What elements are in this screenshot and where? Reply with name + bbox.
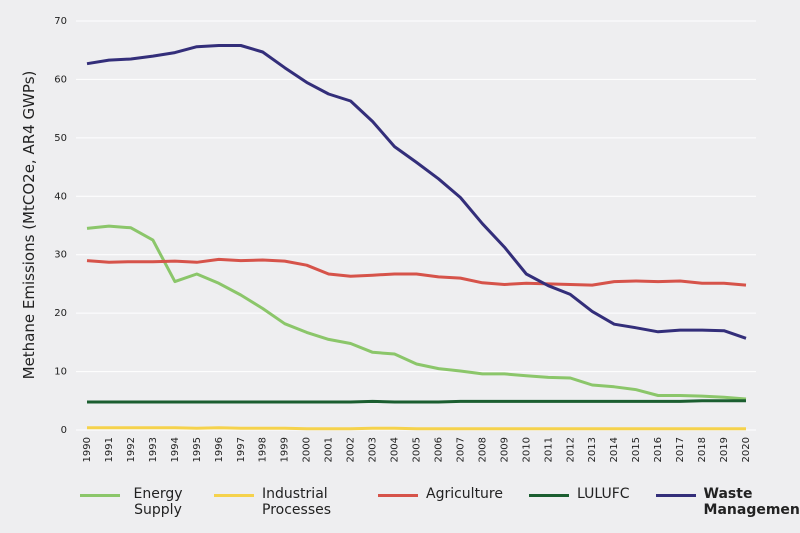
- series-line: [87, 426, 746, 431]
- x-tick-label: 2018: [697, 437, 708, 462]
- y-tick-label: 40: [54, 191, 67, 202]
- legend-swatch: [529, 494, 569, 497]
- x-tick-label: 1995: [192, 437, 203, 462]
- x-tick-label: 1996: [214, 437, 225, 462]
- x-tick-label: 2004: [390, 437, 401, 462]
- x-tick-label: 2016: [653, 437, 664, 462]
- legend-swatch: [214, 494, 254, 497]
- y-tick-label: 50: [54, 133, 67, 144]
- legend-item: Industrial Processes: [214, 486, 352, 518]
- x-tick-label: 1998: [258, 437, 269, 462]
- legend-label: Industrial Processes: [262, 486, 332, 518]
- legend-label: Energy Supply: [133, 486, 183, 518]
- legend-item: Energy Supply: [80, 486, 188, 518]
- x-tick-label: 2003: [368, 437, 379, 462]
- x-tick-label: 2015: [631, 437, 642, 462]
- x-tick-label: 2017: [675, 437, 686, 462]
- x-tick-label: 1994: [170, 437, 181, 462]
- legend-item: Agriculture: [378, 486, 503, 518]
- legend: Energy Supply Industrial Processes Agricul…: [80, 486, 800, 518]
- series-line: [86, 224, 747, 401]
- x-tick-label: 2001: [324, 437, 335, 462]
- x-tick-label: 2002: [346, 437, 357, 462]
- legend-label: LULUFC: [577, 486, 630, 502]
- y-tick-label: 0: [61, 425, 67, 436]
- y-tick-label: 30: [54, 250, 67, 261]
- legend-swatch: [80, 494, 120, 497]
- legend-item: Waste Management: [655, 486, 800, 518]
- x-tick-label: 1992: [126, 437, 137, 462]
- x-tick-label: 2009: [499, 437, 510, 462]
- x-tick-label: 1999: [280, 437, 291, 462]
- x-tick-label: 2006: [433, 437, 444, 462]
- series-line: [86, 257, 747, 287]
- chart: Methane Emissions (MtCO2e, AR4 GWPs) 0 10…: [20, 16, 756, 462]
- legend-label: Agriculture: [426, 486, 503, 502]
- x-tick-label: 1990: [82, 437, 93, 462]
- y-tick-label: 20: [54, 308, 67, 319]
- y-tick-label: 70: [54, 16, 67, 27]
- legend-swatch: [378, 494, 418, 497]
- y-tick-label: 60: [54, 74, 67, 85]
- legend-label: Waste Management: [703, 486, 800, 518]
- x-tick-label: 2000: [302, 437, 313, 462]
- x-tick-label: 2011: [543, 437, 554, 462]
- legend-item: LULUFC: [529, 486, 630, 518]
- x-tick-label: 2014: [609, 437, 620, 462]
- series-line: [87, 399, 746, 404]
- legend-swatch: [655, 494, 696, 497]
- x-tick-label: 2010: [521, 437, 532, 462]
- x-tick-label: 2020: [741, 437, 752, 462]
- x-tick-label: 2019: [719, 437, 730, 462]
- y-tick-label: 10: [54, 367, 67, 378]
- x-tick-label: 2012: [565, 437, 576, 462]
- x-tick-label: 1993: [148, 437, 159, 462]
- y-axis-label: Methane Emissions (MtCO2e, AR4 GWPs): [20, 71, 38, 380]
- series-line: [86, 44, 747, 340]
- x-tick-label: 2007: [455, 437, 466, 462]
- x-tick-label: 2013: [587, 437, 598, 462]
- x-tick-label: 2005: [412, 437, 423, 462]
- x-tick-label: 1991: [104, 437, 115, 462]
- x-tick-label: 2008: [477, 437, 488, 462]
- x-tick-label: 1997: [236, 437, 247, 462]
